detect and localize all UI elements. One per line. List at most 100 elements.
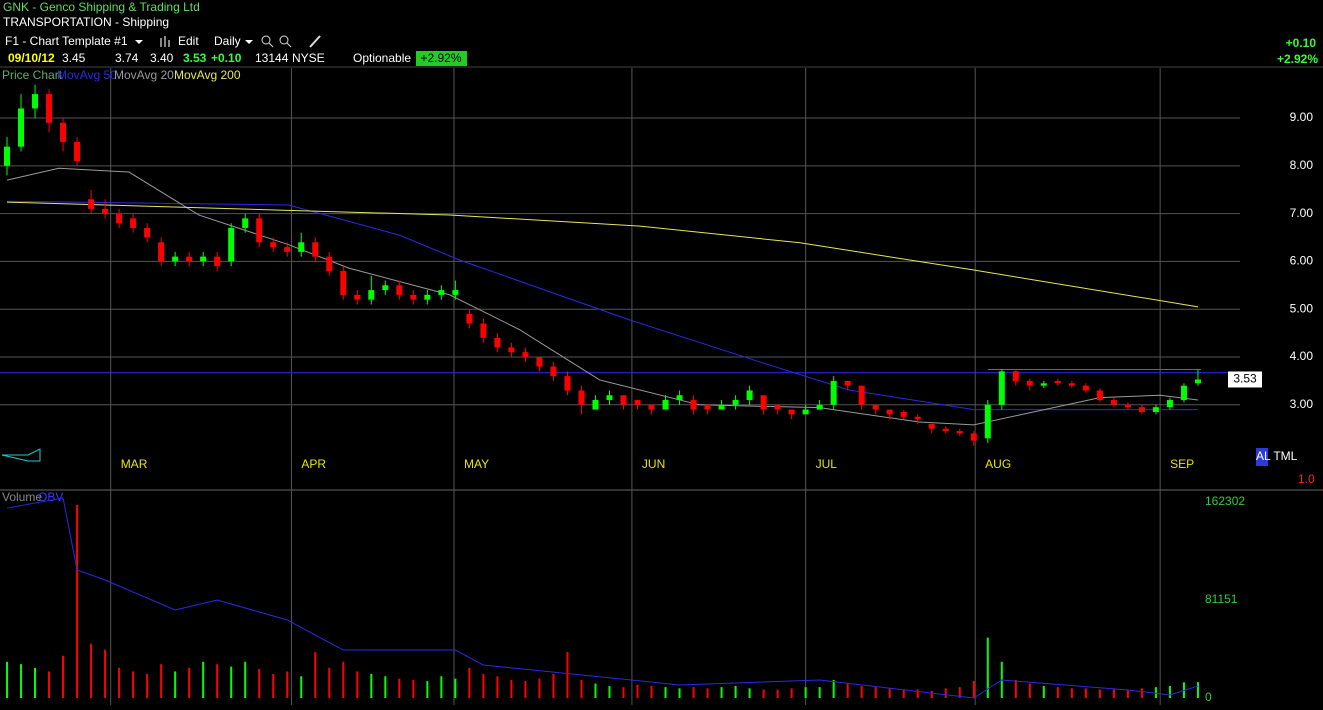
volume-bar — [384, 676, 387, 698]
template-menu[interactable]: F1 - Chart Template #1 — [5, 34, 128, 48]
volume-bar — [440, 676, 443, 698]
y-tick-label: 7.00 — [1290, 206, 1314, 220]
change-pct: +2.92% — [1277, 52, 1318, 66]
x-tick-label: APR — [301, 457, 326, 471]
candle-body — [872, 404, 879, 410]
x-tick-label: JUL — [816, 457, 838, 471]
candle-body — [732, 400, 739, 405]
candle-body — [1110, 400, 1117, 405]
candle-body — [396, 285, 403, 295]
candle-body — [32, 94, 39, 109]
volume-bar — [972, 681, 975, 698]
zoom-out[interactable] — [279, 35, 292, 48]
candle-body — [522, 352, 529, 358]
candle-body — [704, 404, 711, 410]
volume-bar — [6, 661, 9, 698]
volume-bar — [160, 664, 163, 698]
y-tick-label: 6.00 — [1290, 254, 1314, 268]
candle-body — [844, 380, 851, 386]
volume-bar — [482, 673, 485, 698]
volume-bar — [608, 685, 611, 698]
volume-bar — [314, 652, 317, 698]
footer-tags[interactable]: AL TML — [1256, 449, 1298, 463]
candle-body — [186, 256, 193, 262]
x-tick-label: AUG — [985, 457, 1011, 471]
x-tick-label: SEP — [1170, 457, 1194, 471]
period-menu[interactable]: Daily — [214, 34, 241, 48]
candle-body — [508, 347, 515, 353]
scroll-marker[interactable] — [1, 448, 41, 462]
quote-change-pct: +2.92% — [420, 51, 461, 65]
candle-body — [270, 242, 277, 248]
volume-bar — [34, 667, 37, 698]
volume-bar — [90, 643, 93, 698]
volume-bar — [272, 673, 275, 698]
volume-tick-label: 162302 — [1205, 494, 1245, 508]
candle-body — [424, 294, 431, 300]
volume-bar — [188, 667, 191, 698]
volume-bar — [132, 671, 135, 698]
candle-body — [592, 400, 599, 410]
volume-bar — [846, 683, 849, 698]
volume-bar — [62, 655, 65, 698]
volume-bar — [216, 664, 219, 698]
candle-body — [564, 376, 571, 391]
volume-bar — [888, 688, 891, 698]
edit-menu[interactable]: Edit — [178, 34, 199, 48]
candle-body — [326, 256, 333, 271]
candle-body — [746, 390, 753, 401]
candle-body — [816, 404, 823, 410]
volume-bar — [286, 671, 289, 698]
y-tick-label: 9.00 — [1290, 110, 1314, 124]
volume-bar — [678, 688, 681, 698]
volume-bar — [986, 637, 989, 698]
volume-bar — [790, 688, 793, 698]
volume-bar — [1056, 687, 1059, 698]
dropdown-arrow[interactable] — [245, 40, 253, 44]
dropdown-arrow[interactable] — [135, 40, 143, 44]
candle-body — [928, 423, 935, 429]
volume-bar — [636, 684, 639, 698]
x-tick-label: JUN — [642, 457, 665, 471]
candle-body — [172, 256, 179, 262]
candle-body — [158, 242, 165, 262]
volume-bar — [706, 688, 709, 698]
candle-body — [438, 290, 445, 295]
candle-body — [46, 94, 53, 123]
candle-body — [802, 409, 809, 415]
candle-body — [410, 294, 417, 300]
volume-bar — [1098, 689, 1101, 698]
moving-average — [6, 200, 1198, 411]
volume-bar — [370, 673, 373, 698]
candle-body — [200, 256, 207, 262]
candle-body — [648, 404, 655, 410]
quote-low: 3.40 — [150, 51, 174, 65]
volume-bar — [468, 667, 471, 698]
draw-tool[interactable] — [309, 35, 321, 48]
candle-body — [1040, 383, 1047, 386]
volume-bar — [1070, 688, 1073, 698]
candle-body — [1068, 383, 1075, 386]
candle-body — [214, 256, 221, 267]
last-price-label: 3.53 — [1233, 372, 1257, 386]
volume-bar — [944, 688, 947, 698]
zoom-in[interactable] — [261, 35, 274, 48]
candle-body — [4, 146, 11, 166]
edit-icon[interactable] — [160, 36, 170, 47]
volume-bar — [146, 673, 149, 698]
candle-body — [914, 416, 921, 420]
volume-bar — [902, 689, 905, 698]
candle-body — [1138, 407, 1145, 412]
volume-bar — [594, 683, 597, 698]
candle-body — [340, 270, 347, 295]
volume-bar — [552, 673, 555, 698]
candle-body — [1012, 371, 1019, 381]
volume-bar — [230, 666, 233, 698]
volume-bar — [622, 687, 625, 698]
volume-bar — [804, 687, 807, 698]
volume-bar — [818, 687, 821, 698]
plot-area: 3.00 4.00 5.00 6.00 7.00 8.00 9.00 MAR APR MAY JUN… — [0, 68, 1313, 705]
candle-body — [1054, 380, 1061, 384]
